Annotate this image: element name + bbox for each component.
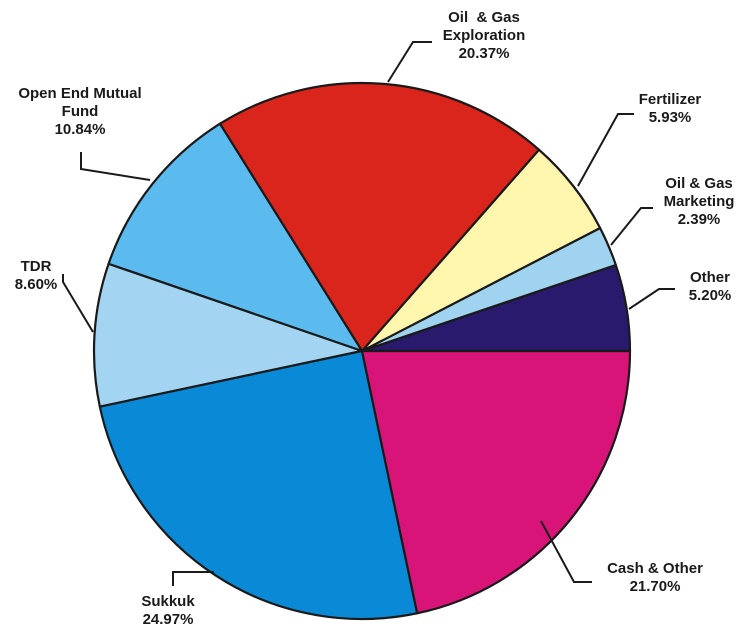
leader-line-6 (62, 274, 94, 333)
slice-value-label: 5.93% (649, 109, 692, 126)
slice-label-1: Other 5.20% (689, 269, 732, 304)
slice-name-label: Fertilizer (639, 91, 702, 108)
slice-label-7: Sukkuk 24.97% (141, 593, 195, 628)
slice-name-label: Exploration (443, 27, 526, 44)
pie-slice-4 (218, 81, 541, 353)
slice-value-label: 20.37% (459, 45, 510, 62)
leader-line-2 (610, 207, 653, 246)
leader-line-7 (172, 571, 214, 586)
slice-name-label: Marketing (664, 193, 735, 210)
leader-line-4 (387, 41, 432, 83)
slice-label-6: TDR 8.60% (15, 258, 58, 293)
slice-value-label: 2.39% (678, 211, 721, 228)
slice-name-label: Cash & Other (607, 560, 703, 577)
leader-lines (62, 41, 675, 586)
slice-label-4: Oil & Gas Exploration 20.37% (443, 9, 526, 62)
slice-value-label: 10.84% (55, 121, 106, 138)
slice-value-label: 24.97% (143, 611, 194, 628)
pie-slices (92, 81, 632, 621)
slice-value-label: 5.20% (689, 287, 732, 304)
pie-slice-7 (98, 349, 419, 621)
slice-value-label: 21.70% (630, 578, 681, 595)
slice-label-5: Open End Mutual Fund 10.84% (18, 85, 141, 138)
leader-line-8 (540, 520, 592, 583)
pie-slice-5 (107, 122, 364, 353)
slice-name-label: Sukkuk (141, 593, 195, 610)
slice-name-label: Open End Mutual (18, 85, 141, 102)
pie-slice-8 (360, 349, 632, 615)
slice-name-label: TDR (21, 258, 52, 275)
slice-name-label: Other (690, 269, 730, 286)
slice-labels: Other 5.20%Oil & Gas Marketing 2.39%Fertili… (15, 9, 735, 628)
slice-name-label: Oil & Gas (448, 9, 520, 26)
slice-name-label: Oil & Gas (665, 175, 733, 192)
leader-line-3 (577, 113, 634, 187)
leader-line-5 (80, 152, 151, 181)
slice-label-3: Fertilizer 5.93% (639, 91, 702, 126)
slice-value-label: 8.60% (15, 276, 58, 293)
slice-label-2: Oil & Gas Marketing 2.39% (664, 175, 735, 228)
leader-line-1 (628, 288, 675, 310)
slice-name-label: Fund (62, 103, 99, 120)
pie-slice-6 (92, 262, 364, 408)
slice-label-8: Cash & Other 21.70% (607, 560, 703, 595)
